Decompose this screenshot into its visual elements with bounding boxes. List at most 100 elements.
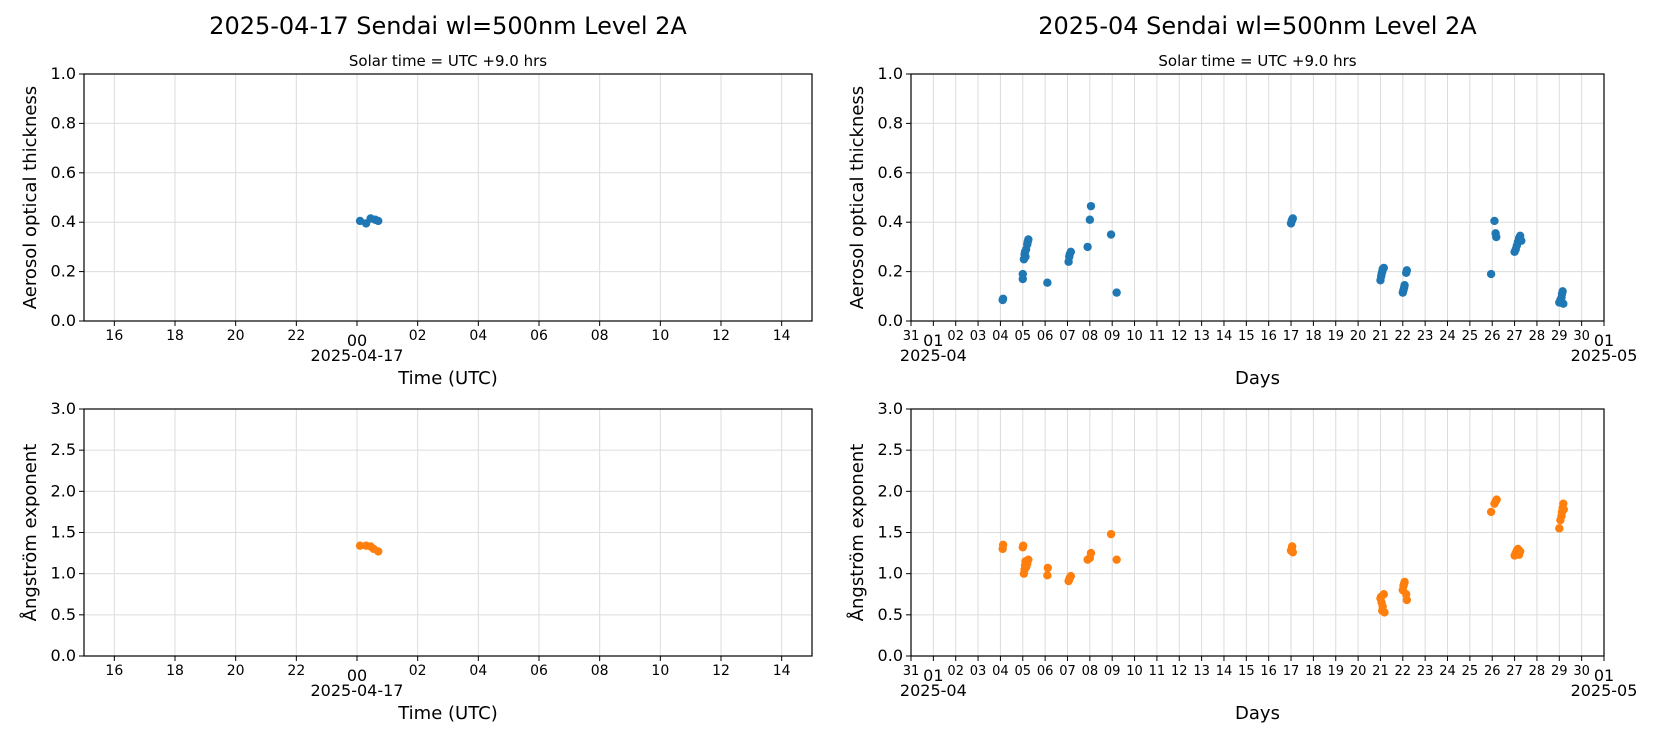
x-tick-label: 04 <box>992 664 1009 679</box>
x-tick-label: 28 <box>1529 664 1546 679</box>
x-tick-label: 03 <box>970 329 987 344</box>
x-tick-label: 10 <box>1126 329 1143 344</box>
x-tick-label: 15 <box>1238 329 1255 344</box>
chart-title: 2025-04-17 Sendai wl=500nm Level 2A <box>209 12 687 40</box>
end-date-label: 2025-05 <box>1571 346 1638 365</box>
data-point <box>1021 252 1030 261</box>
data-point <box>1517 236 1526 245</box>
x-tick-label: 22 <box>1395 329 1412 344</box>
data-point <box>1043 563 1053 573</box>
data-point <box>1288 548 1298 557</box>
data-point <box>1018 269 1027 279</box>
y-tick-label: 2.5 <box>51 440 76 459</box>
data-point <box>1492 495 1501 504</box>
date-label: 2025-04-17 <box>311 681 404 700</box>
data-point <box>998 294 1008 303</box>
x-tick-label: 10 <box>651 328 669 344</box>
x-tick-label: 05 <box>1015 329 1032 344</box>
data-point <box>1486 507 1496 517</box>
x-tick-label: 12 <box>712 663 730 679</box>
x-tick-label: 22 <box>287 663 305 679</box>
data-point <box>1559 299 1568 308</box>
data-point <box>1085 215 1095 224</box>
data-point <box>1559 505 1568 514</box>
y-tick-label: 0.6 <box>51 163 76 182</box>
data-point <box>1515 547 1525 556</box>
x-tick-label: 13 <box>1193 664 1210 679</box>
chart-subtitle: Solar time = UTC +9.0 hrs <box>349 52 547 70</box>
x-tick-label: 05 <box>1015 664 1032 679</box>
x-tick-label: 27 <box>1506 329 1523 344</box>
x-tick-label: 20 <box>1350 664 1367 679</box>
y-tick-label: 2.0 <box>878 481 903 500</box>
y-tick-label: 0.2 <box>878 262 903 281</box>
chart-panel-3: 0.0 0.5 1.0 1.5 2.0 2.5 3.0 16 18 20 22 00 02 04 06 08 1… <box>19 399 813 724</box>
y-tick-label: 2.0 <box>51 481 76 500</box>
data-point <box>998 540 1008 550</box>
end-date-label: 2025-05 <box>1571 681 1638 700</box>
x-tick-label: 06 <box>1037 664 1054 679</box>
y-tick-label: 0.0 <box>878 646 903 665</box>
y-tick-label: 0.0 <box>878 311 903 330</box>
data-point <box>1379 590 1389 599</box>
x-tick-label: 23 <box>1417 329 1434 344</box>
x-tick-label: 01 <box>1594 666 1614 685</box>
x-tick-label: 03 <box>970 664 987 679</box>
y-tick-label: 3.0 <box>878 399 903 418</box>
x-tick-label: 22 <box>287 328 305 344</box>
x-tick-label: 00 <box>347 331 367 350</box>
y-tick-label: 0.5 <box>878 605 903 624</box>
y-tick-label: 0.6 <box>878 163 903 182</box>
data-point <box>1288 214 1298 223</box>
x-tick-label: 22 <box>1395 664 1412 679</box>
x-tick-label: 13 <box>1193 329 1210 344</box>
x-tick-label: 16 <box>1260 664 1277 679</box>
chart-panel-4: 0.00.51.01.52.02.53.031 01 02 03 04 05 06 07 08 0… <box>846 399 1637 724</box>
data-point <box>1083 242 1092 252</box>
x-tick-label: 08 <box>591 328 609 344</box>
data-point <box>1024 555 1033 564</box>
x-tick-label: 07 <box>1059 329 1076 344</box>
x-tick-label: 09 <box>1104 664 1121 679</box>
x-tick-label: 01 <box>923 331 943 350</box>
x-tick-label: 17 <box>1283 329 1300 344</box>
data-point <box>1086 548 1096 558</box>
x-tick-label: 12 <box>712 328 730 344</box>
y-axis-label: Ångström exponent <box>19 444 41 622</box>
data-point <box>1486 269 1496 279</box>
y-axis-label: Aerosol optical thickness <box>20 86 41 309</box>
data-point <box>1066 247 1076 257</box>
data-point <box>1106 230 1116 239</box>
x-tick-label: 04 <box>469 663 487 679</box>
chart-title: 2025-04 Sendai wl=500nm Level 2A <box>1038 12 1477 40</box>
x-tick-label: 26 <box>1484 664 1501 679</box>
x-tick-label: 06 <box>530 663 548 679</box>
x-axis-label: Time (UTC) <box>397 703 498 724</box>
x-tick-label: 20 <box>1350 329 1367 344</box>
x-tick-label: 08 <box>1082 664 1099 679</box>
data-point <box>374 216 383 226</box>
x-tick-label: 16 <box>1260 329 1277 344</box>
data-point <box>1019 541 1028 550</box>
y-tick-label: 0.4 <box>878 212 903 231</box>
data-point <box>355 541 365 550</box>
data-point <box>1086 201 1096 211</box>
x-tick-label: 18 <box>1305 664 1322 679</box>
x-tick-label: 26 <box>1484 329 1501 344</box>
x-tick-label: 19 <box>1327 664 1344 679</box>
x-tick-label: 19 <box>1327 329 1344 344</box>
y-axis-label: Aerosol optical thickness <box>847 86 868 309</box>
data-point <box>1112 288 1121 297</box>
x-tick-label: 28 <box>1529 329 1546 344</box>
x-tick-label: 20 <box>227 663 245 679</box>
x-tick-label: 25 <box>1462 664 1479 679</box>
y-tick-label: 0.5 <box>51 605 76 624</box>
data-point <box>1066 571 1076 581</box>
y-tick-label: 0.8 <box>878 113 903 132</box>
x-tick-label: 10 <box>651 663 669 679</box>
x-tick-label: 18 <box>166 328 184 344</box>
y-axis-label: Ångström exponent <box>846 444 868 622</box>
x-tick-label: 12 <box>1171 664 1188 679</box>
x-tick-label: 14 <box>1216 664 1233 679</box>
